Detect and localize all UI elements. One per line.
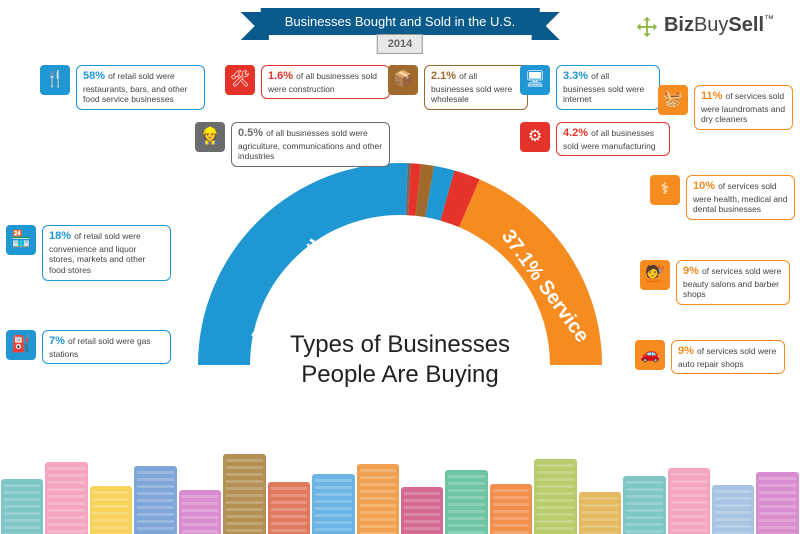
callout-text: 0.5% of all businesses sold were agricul… — [231, 122, 390, 167]
callout-icon: ⚙ — [520, 122, 550, 152]
buildings-illustration — [0, 444, 800, 534]
building — [445, 470, 487, 534]
callout: 🛠1.6% of all businesses sold were constr… — [225, 65, 390, 99]
building — [90, 486, 132, 534]
callout-percent: 11% — [701, 90, 725, 102]
callout: 🏪18% of retail sold were convenience and… — [6, 225, 171, 281]
callout-icon: 🚗 — [635, 340, 665, 370]
building — [134, 466, 176, 534]
callout-icon: ⛽ — [6, 330, 36, 360]
building — [401, 487, 443, 534]
building — [179, 490, 221, 534]
callout-icon: 💇 — [640, 260, 670, 290]
callout-text: 10% of services sold were health, medica… — [686, 175, 795, 220]
callout: 🚗9% of services sold were auto repair sh… — [635, 340, 785, 374]
callout-icon: 👷 — [195, 122, 225, 152]
bizbuysell-logo: BizBuySell™ — [636, 14, 774, 37]
building — [1, 479, 43, 534]
callout: 👷0.5% of all businesses sold were agricu… — [195, 122, 390, 167]
callout-text: 58% of retail sold were restaurants, bar… — [76, 65, 205, 110]
callout-text: 4.2% of all businesses sold were manufac… — [556, 122, 670, 156]
building — [357, 464, 399, 534]
callout-text: 7% of retail sold were gas stations — [42, 330, 171, 364]
building — [623, 476, 665, 534]
callout: ⛽7% of retail sold were gas stations — [6, 330, 171, 364]
callout-icon: 🧺 — [658, 85, 688, 115]
year-badge: 2014 — [377, 34, 423, 54]
callout-text: 9% of services sold were auto repair sho… — [671, 340, 785, 374]
header-banner: Businesses Bought and Sold in the U.S. — [261, 8, 540, 35]
callout-percent: 18% — [49, 230, 74, 242]
building — [712, 485, 754, 534]
callout: 📦2.1% of all businesses sold were wholes… — [388, 65, 528, 110]
building — [45, 462, 87, 534]
building — [534, 459, 576, 534]
logo-text-biz: Biz — [664, 14, 694, 36]
callout-percent: 9% — [678, 345, 697, 357]
callout-text: 3.3% of all businesses sold were interne… — [556, 65, 660, 110]
callout: 🍴58% of retail sold were restaurants, ba… — [40, 65, 205, 110]
callout-icon: 📦 — [388, 65, 418, 95]
building — [490, 484, 532, 534]
callout: ⚕10% of services sold were health, medic… — [650, 175, 795, 220]
callout: 🖥3.3% of all businesses sold were intern… — [520, 65, 660, 110]
building — [223, 454, 265, 534]
building — [668, 468, 710, 534]
building — [579, 492, 621, 534]
building — [756, 472, 798, 534]
callout: ⚙4.2% of all businesses sold were manufa… — [520, 122, 670, 156]
callout-text: 18% of retail sold were convenience and … — [42, 225, 171, 281]
callout-percent: 3.3% — [563, 70, 591, 82]
callout-icon: 🏪 — [6, 225, 36, 255]
callout-icon: 🍴 — [40, 65, 70, 95]
callout-text: 9% of services sold were beauty salons a… — [676, 260, 790, 305]
callout-percent: 0.5% — [238, 127, 266, 139]
callout: 🧺11% of services sold were laundromats a… — [658, 85, 793, 130]
callout: 💇9% of services sold were beauty salons … — [640, 260, 790, 305]
building — [268, 482, 310, 534]
callout-icon: ⚕ — [650, 175, 680, 205]
callout-text: 11% of services sold were laundromats an… — [694, 85, 793, 130]
callout-icon: 🛠 — [225, 65, 255, 95]
callout-text: 1.6% of all businesses sold were constru… — [261, 65, 390, 99]
callout-percent: 9% — [683, 265, 702, 277]
callout-text: 2.1% of all businesses sold were wholesa… — [424, 65, 528, 110]
callout-percent: 4.2% — [563, 127, 591, 139]
callout-percent: 1.6% — [268, 70, 296, 82]
logo-icon — [636, 15, 658, 37]
callout-percent: 7% — [49, 335, 68, 347]
callout-percent: 10% — [693, 180, 718, 192]
callout-percent: 2.1% — [431, 70, 459, 82]
center-title: Types of Businesses People Are Buying — [250, 330, 550, 390]
callout-icon: 🖥 — [520, 65, 550, 95]
logo-text-sell: Sell — [728, 14, 764, 36]
callout-percent: 58% — [83, 70, 108, 82]
logo-text-buy: Buy — [694, 14, 728, 36]
building — [312, 474, 354, 534]
